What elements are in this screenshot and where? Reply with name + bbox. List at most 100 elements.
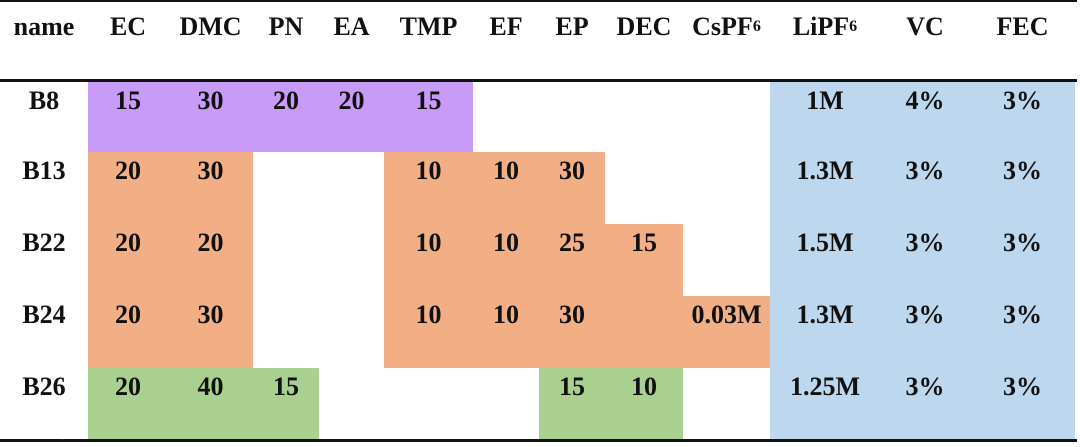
header-text: CsPF [692,12,753,41]
cell-fill [473,296,539,368]
cell-value: 10 [493,300,519,329]
cell-fill [770,368,880,439]
column-header: CsPF 6 [683,2,770,52]
cell-value: 30 [559,300,585,329]
cell-value: 20 [115,228,141,257]
cell-value: 30 [197,300,224,329]
cell-value: 1.3M [796,156,854,185]
cell-value: 20 [338,86,365,115]
cell-fill [880,82,970,152]
cell-fill [253,82,319,152]
cell-fill [970,368,1075,439]
cell-value: 40 [197,372,224,401]
header-text: LiPF [792,12,850,41]
cell-fill [168,368,253,439]
header-rule [0,79,1077,82]
row-name: B8 [28,86,60,115]
header-text: EA [333,12,370,41]
cell-value: 1.5M [796,228,854,257]
cell-fill [605,368,683,439]
cell-value: 1.25M [789,372,861,401]
cell-fill [605,296,683,368]
cell-value: 30 [197,156,224,185]
cell-fill [384,82,473,152]
cell-value: 20 [115,156,141,185]
cell-value: 3% [905,156,945,185]
cell-fill [384,152,473,224]
cell-fill [319,82,384,152]
cell-fill [539,368,605,439]
header-text: FEC [996,12,1049,41]
cell-fill [88,368,168,439]
cell-fill [880,224,970,296]
header-text: VC [906,12,944,41]
cell-fill [168,296,253,368]
cell-value: 15 [273,372,299,401]
cell-fill [168,152,253,224]
row-name: B22 [22,228,66,257]
top-rule [0,0,1077,2]
cell-fill [473,152,539,224]
cell-fill [253,368,319,439]
cell-value: 3% [1003,86,1042,115]
cell-fill [970,152,1075,224]
cell-fill [539,224,605,296]
cell-value: 30 [197,86,224,115]
cell-fill [168,82,253,152]
cell-value: 3% [1003,156,1042,185]
cell-fill [880,296,970,368]
column-header: EA [319,2,384,52]
cell-fill [539,296,605,368]
column-header: EC [88,2,168,52]
header-text: EC [109,12,147,41]
cell-value: 4% [905,86,945,115]
cell-value: 3% [905,372,945,401]
cell-value: 15 [415,86,442,115]
cell-fill [88,296,168,368]
cell-value: 10 [415,300,442,329]
cell-fill [88,82,168,152]
header-text: DMC [179,12,242,41]
header-text: name [13,12,75,41]
cell-fill [970,82,1075,152]
column-header: EF [473,2,539,52]
cell-fill [770,82,880,152]
cell-value: 20 [115,372,141,401]
cell-fill [880,368,970,439]
column-header: DEC [605,2,683,52]
cell-fill [88,152,168,224]
header-text: TMP [399,12,458,41]
column-header: name [0,2,88,52]
cell-fill [683,296,770,368]
cell-fill [970,296,1075,368]
watermark: 大数跨境 [8,418,88,442]
header-text: EP [555,12,589,41]
cell-value: 15 [115,86,141,115]
cell-fill [880,152,970,224]
header-text: DEC [616,12,672,41]
header-subscript: 6 [752,18,761,35]
row-name: B13 [22,156,66,185]
cell-value: 20 [273,86,299,115]
cell-value: 10 [415,228,442,257]
cell-fill [473,224,539,296]
cell-value: 0.03M [691,300,762,329]
cell-fill [539,152,605,224]
cell-value: 10 [415,156,442,185]
cell-value: 15 [559,372,585,401]
cell-fill [770,152,880,224]
column-header: TMP [384,2,473,52]
cell-value: 3% [1003,372,1042,401]
cell-fill [970,224,1075,296]
column-header: FEC [970,2,1075,52]
cell-value: 10 [493,228,519,257]
cell-fill [384,296,473,368]
cell-value: 15 [631,228,657,257]
cell-value: 3% [1003,300,1042,329]
column-header: EP [539,2,605,52]
column-header: DMC [168,2,253,52]
bottom-rule [0,439,1077,442]
column-header: VC [880,2,970,52]
cell-value: 3% [1003,228,1042,257]
